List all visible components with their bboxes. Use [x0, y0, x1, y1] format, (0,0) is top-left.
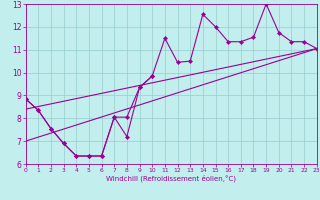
- X-axis label: Windchill (Refroidissement éolien,°C): Windchill (Refroidissement éolien,°C): [106, 175, 236, 182]
